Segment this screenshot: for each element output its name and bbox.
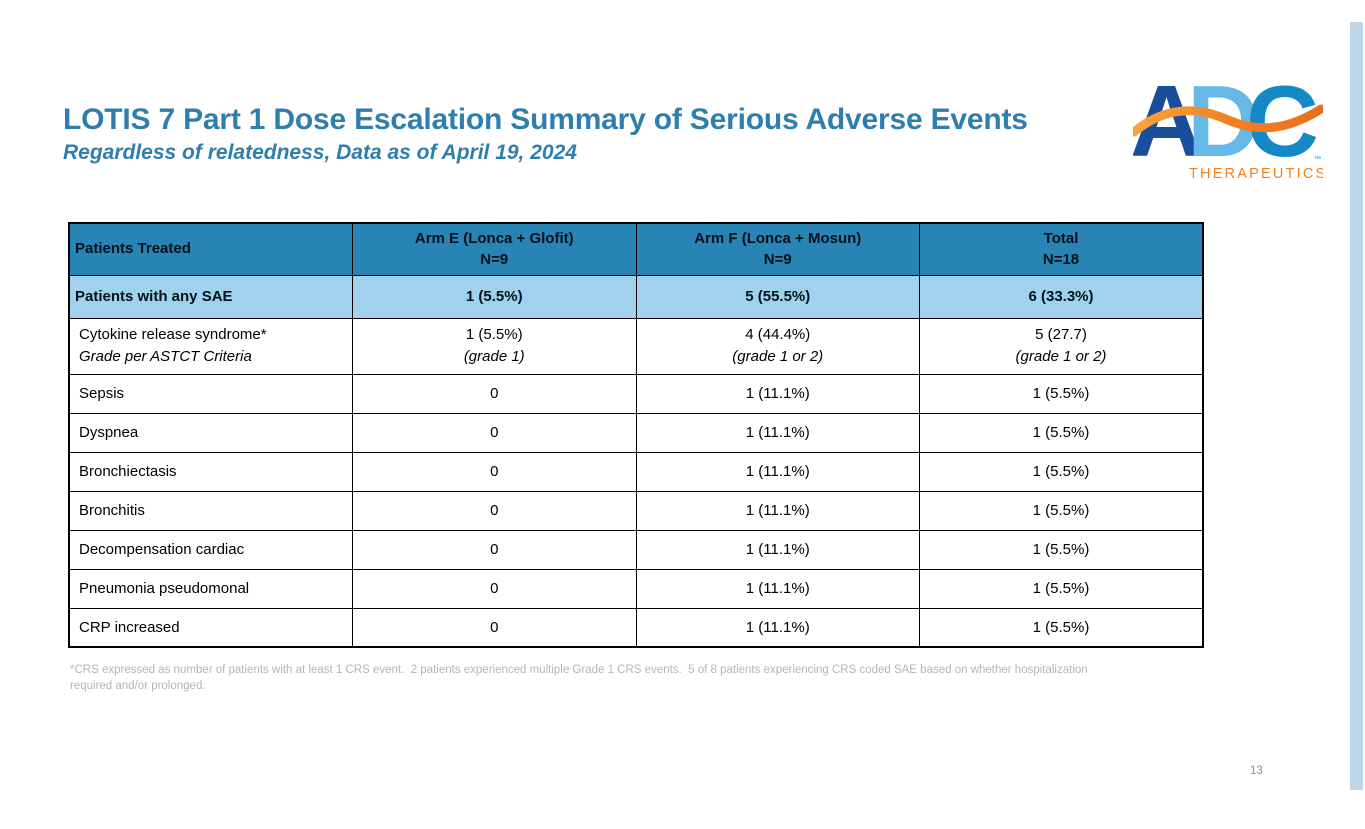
crs-arm-f-value: 4 (44.4%): [745, 326, 811, 344]
row-patients-with-any-sae: Patients with any SAE 1 (5.5%) 5 (55.5%)…: [68, 274, 1204, 319]
table-row: Bronchiectasis 0 1 (11.1%) 1 (5.5%): [68, 451, 1204, 492]
crs-total-value: 5 (27.7): [1035, 326, 1087, 344]
table-row: Decompensation cardiac 0 1 (11.1%) 1 (5.…: [68, 529, 1204, 570]
cell-arm-e: 1 (5.5%) (grade 1): [352, 317, 637, 375]
cell-event-name: Dyspnea: [68, 412, 353, 453]
crs-total-grade: (grade 1 or 2): [1015, 348, 1107, 365]
slide-header: LOTIS 7 Part 1 Dose Escalation Summary o…: [63, 103, 1028, 165]
cell-arm-e: 0: [352, 490, 637, 531]
adc-therapeutics-logo: A D C ™ THERAPEUTICS: [1133, 66, 1323, 182]
right-accent-bar: [1350, 22, 1363, 790]
table-row: Pneumonia pseudomonal 0 1 (11.1%) 1 (5.5…: [68, 568, 1204, 609]
header-total: Total N=18: [919, 222, 1204, 276]
header-total-n: N=18: [1042, 251, 1080, 269]
table-row: Sepsis 0 1 (11.1%) 1 (5.5%): [68, 373, 1204, 414]
crs-arm-f-grade: (grade 1 or 2): [732, 348, 824, 365]
cell-total: 1 (5.5%): [919, 412, 1204, 453]
cell-arm-e: 0: [352, 568, 637, 609]
cell-event-name: CRP increased: [68, 607, 353, 648]
cell-arm-e: 0: [352, 412, 637, 453]
cell-total: 1 (5.5%): [919, 568, 1204, 609]
cell-event-name: Cytokine release syndrome* Grade per AST…: [68, 317, 353, 375]
crs-arm-e-value: 1 (5.5%): [465, 326, 523, 344]
cell-arm-f: 1 (11.1%): [635, 451, 920, 492]
table-header-row: Patients Treated Arm E (Lonca + Glofit) …: [68, 222, 1204, 276]
cell-event-name: Decompensation cardiac: [68, 529, 353, 570]
cell-total: 5 (27.7) (grade 1 or 2): [919, 317, 1204, 375]
page-number: 13: [1250, 765, 1263, 777]
header-arm-f-line1: Arm F (Lonca + Mosun): [694, 229, 862, 247]
crs-footnote: *CRS expressed as number of patients wit…: [70, 664, 1091, 693]
cell-arm-f: 5 (55.5%): [635, 274, 920, 319]
cell-event-name: Bronchiectasis: [68, 451, 353, 492]
crs-arm-e-grade: (grade 1): [463, 348, 525, 365]
cell-arm-f: 1 (11.1%): [635, 529, 920, 570]
cell-arm-e: 0: [352, 373, 637, 414]
table-row: Dyspnea 0 1 (11.1%) 1 (5.5%): [68, 412, 1204, 453]
logo-tm-mark: ™: [1314, 156, 1321, 163]
cell-arm-f: 1 (11.1%): [635, 373, 920, 414]
header-total-line1: Total: [1043, 229, 1079, 247]
cell-total: 1 (5.5%): [919, 451, 1204, 492]
header-arm-e: Arm E (Lonca + Glofit) N=9: [352, 222, 637, 276]
cell-arm-e: 0: [352, 607, 637, 648]
header-arm-e-line1: Arm E (Lonca + Glofit): [414, 229, 574, 247]
logo-wordmark: THERAPEUTICS: [1189, 166, 1323, 182]
header-arm-f: Arm F (Lonca + Mosun) N=9: [635, 222, 920, 276]
cell-event-name: Pneumonia pseudomonal: [68, 568, 353, 609]
cell-arm-e: 0: [352, 451, 637, 492]
table-row: CRP increased 0 1 (11.1%) 1 (5.5%): [68, 607, 1204, 648]
cell-total: 1 (5.5%): [919, 529, 1204, 570]
row-cytokine-release-syndrome: Cytokine release syndrome* Grade per AST…: [68, 317, 1204, 375]
cell-arm-f: 1 (11.1%): [635, 490, 920, 531]
page-subtitle: Regardless of relatedness, Data as of Ap…: [63, 141, 577, 164]
page-title: LOTIS 7 Part 1 Dose Escalation Summary o…: [63, 103, 1028, 136]
header-arm-e-n: N=9: [480, 251, 509, 269]
header-arm-f-n: N=9: [763, 251, 792, 269]
cell-total: 1 (5.5%): [919, 607, 1204, 648]
cell-arm-f: 1 (11.1%): [635, 568, 920, 609]
table-row: Bronchitis 0 1 (11.1%) 1 (5.5%): [68, 490, 1204, 531]
cell-total: 1 (5.5%): [919, 373, 1204, 414]
crs-label: Cytokine release syndrome*: [79, 326, 267, 344]
header-patients-treated: Patients Treated: [68, 222, 353, 276]
cell-arm-f: 1 (11.1%): [635, 607, 920, 648]
cell-arm-f: 4 (44.4%) (grade 1 or 2): [635, 317, 920, 375]
cell-total: 6 (33.3%): [919, 274, 1204, 319]
sae-table-container: Patients Treated Arm E (Lonca + Glofit) …: [68, 222, 1204, 648]
cell-event-name: Bronchitis: [68, 490, 353, 531]
cell-arm-e: 1 (5.5%): [352, 274, 637, 319]
cell-arm-f: 1 (11.1%): [635, 412, 920, 453]
cell-arm-e: 0: [352, 529, 637, 570]
cell-event-name: Patients with any SAE: [68, 274, 353, 319]
crs-grade-note: Grade per ASTCT Criteria: [79, 348, 252, 365]
logo-swoosh: [1133, 104, 1323, 137]
cell-total: 1 (5.5%): [919, 490, 1204, 531]
cell-event-name: Sepsis: [68, 373, 353, 414]
sae-table: Patients Treated Arm E (Lonca + Glofit) …: [68, 222, 1204, 648]
